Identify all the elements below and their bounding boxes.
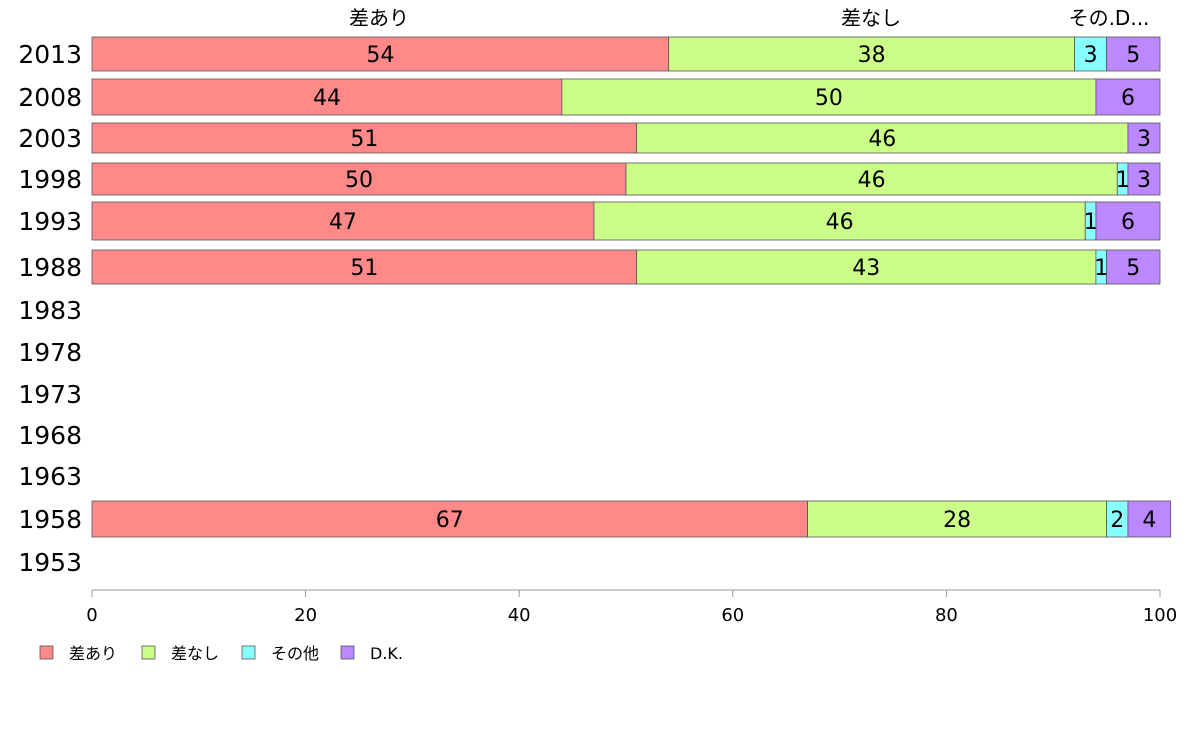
legend-label: その他	[271, 644, 319, 663]
data-label: 1	[1094, 256, 1108, 281]
legend-swatch	[39, 645, 54, 660]
y-tick-label: 1993	[18, 207, 82, 236]
legend-swatch	[141, 645, 156, 660]
bar-segment	[1095, 201, 1161, 241]
y-tick-label: 1968	[18, 421, 82, 450]
bar-segment	[1127, 122, 1161, 154]
data-label: 51	[350, 127, 378, 152]
bar-segment	[625, 162, 1118, 196]
bar-segment	[1106, 36, 1161, 72]
bar-segment	[91, 500, 808, 538]
bar-segment	[91, 122, 638, 154]
bar-segment	[1127, 162, 1161, 196]
bar-segment	[91, 201, 595, 241]
x-tick-label: 0	[86, 605, 97, 626]
data-label: 3	[1084, 43, 1098, 68]
data-label: 3	[1137, 127, 1151, 152]
y-tick-label: 1953	[18, 548, 82, 577]
bar-segment	[561, 78, 1097, 116]
bar-segment	[1074, 36, 1108, 72]
data-label: 4	[1142, 508, 1156, 533]
x-tick-label: 20	[294, 605, 317, 626]
legend-label: 差あり	[69, 644, 117, 663]
y-tick-label: 1973	[18, 380, 82, 409]
legend-label: 差なし	[171, 644, 219, 663]
bar-segment	[91, 249, 638, 285]
y-tick-label: 1988	[18, 253, 82, 282]
data-label: 2	[1110, 508, 1124, 533]
data-label: 50	[815, 86, 843, 111]
x-tick-label: 40	[508, 605, 531, 626]
top-label: 差あり	[349, 6, 409, 30]
data-label: 46	[858, 168, 886, 193]
legend-swatch	[340, 645, 355, 660]
data-label: 3	[1137, 168, 1151, 193]
x-tick-label: 80	[935, 605, 958, 626]
data-label: 46	[826, 210, 854, 235]
bar-segment	[1106, 249, 1161, 285]
legend-label: D.K.	[370, 644, 403, 663]
data-label: 28	[943, 508, 971, 533]
data-label: 47	[329, 210, 357, 235]
bar-segment	[1095, 78, 1161, 116]
y-tick-label: 2008	[18, 83, 82, 112]
x-tick-label: 100	[1143, 605, 1177, 626]
data-label: 54	[366, 43, 394, 68]
data-label: 43	[852, 256, 880, 281]
bar-segment	[807, 500, 1108, 538]
y-tick-label: 1983	[18, 296, 82, 325]
data-label: 1	[1116, 168, 1130, 193]
data-label: 38	[858, 43, 886, 68]
bar-segment	[91, 36, 670, 72]
data-label: 51	[350, 256, 378, 281]
y-tick-label: 1958	[18, 505, 82, 534]
data-label: 46	[868, 127, 896, 152]
legend-swatch	[241, 645, 256, 660]
bar-segment	[593, 201, 1086, 241]
data-label: 67	[436, 508, 464, 533]
bar-segment	[636, 122, 1129, 154]
bar-segment	[91, 78, 563, 116]
bar-segment	[636, 249, 1097, 285]
data-label: 6	[1121, 210, 1135, 235]
top-label: 差なし	[841, 6, 901, 30]
y-tick-label: 2003	[18, 124, 82, 153]
x-tick-label: 60	[721, 605, 744, 626]
data-label: 6	[1121, 86, 1135, 111]
y-tick-label: 1963	[18, 462, 82, 491]
bar-segment	[668, 36, 1075, 72]
bar-segment	[1127, 500, 1172, 538]
data-label: 5	[1126, 43, 1140, 68]
top-label: その.D...	[1069, 6, 1150, 30]
data-label: 50	[345, 168, 373, 193]
data-label: 44	[313, 86, 341, 111]
data-label: 5	[1126, 256, 1140, 281]
y-tick-label: 1978	[18, 338, 82, 367]
y-tick-label: 1998	[18, 165, 82, 194]
data-label: 1	[1084, 210, 1098, 235]
y-tick-label: 2013	[18, 40, 82, 69]
